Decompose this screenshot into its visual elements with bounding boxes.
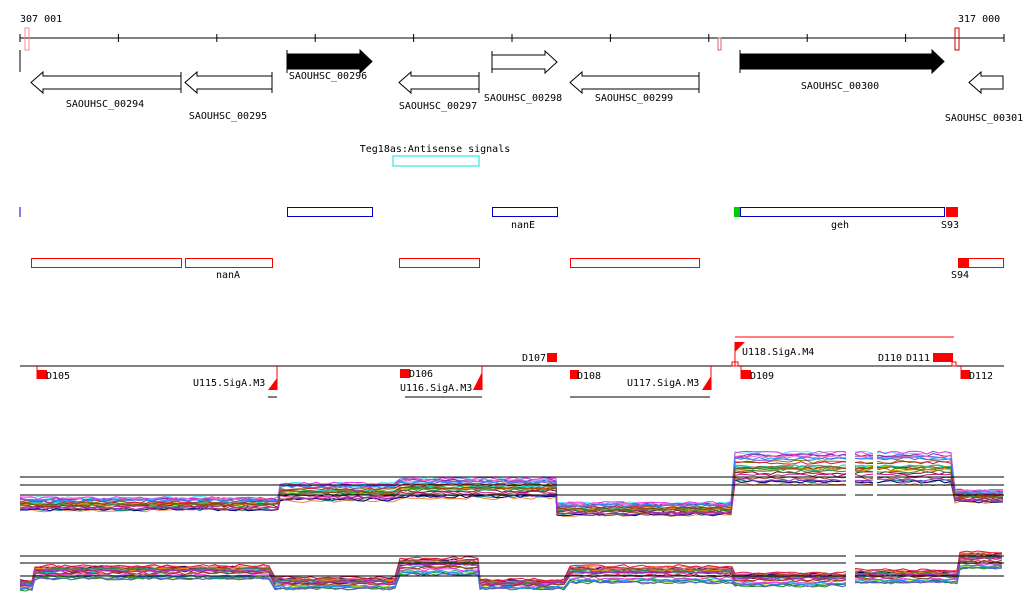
feature-label: geh <box>831 220 849 231</box>
ruler-start-label: 307 001 <box>20 14 62 25</box>
feature-label: nanE <box>511 220 535 231</box>
promoter-U117[interactable]: U117.SigA.M3 <box>570 366 712 398</box>
gene-SAOUHSC_00301[interactable]: SAOUHSC_00301 <box>945 70 1023 124</box>
expression-line <box>19 566 1003 591</box>
feature-label: S94 <box>951 270 969 281</box>
label: U115.SigA.M3 <box>193 378 265 389</box>
terminator-D108[interactable]: D108 <box>570 370 601 382</box>
ruler-end-label: 317 000 <box>958 14 1000 25</box>
expression-line <box>19 467 1004 512</box>
gene-label: SAOUHSC_00299 <box>595 93 673 104</box>
gene-SAOUHSC_00300[interactable]: SAOUHSC_00300 <box>739 48 945 92</box>
terminator-D105[interactable]: D105 <box>36 366 70 382</box>
promoter-U118[interactable]: U118.SigA.M4 <box>731 342 814 367</box>
antisense-feature[interactable] <box>392 155 480 167</box>
label: D108 <box>577 371 601 382</box>
gene-label: SAOUHSC_00298 <box>484 93 562 104</box>
gene-label: SAOUHSC_00297 <box>399 101 477 112</box>
expression-line <box>19 559 1003 587</box>
expression-line <box>19 552 1003 584</box>
label: D112 <box>969 371 993 382</box>
gene-label: SAOUHSC_00296 <box>289 71 367 82</box>
expression-line <box>19 456 1004 508</box>
expression-line <box>19 454 1004 507</box>
feature-label: S93 <box>941 220 959 231</box>
feature-S93[interactable] <box>946 207 958 217</box>
expression-panel-minus <box>19 550 1004 592</box>
antisense-label: Teg18as:Antisense signals <box>360 144 511 155</box>
feature-box[interactable] <box>399 258 480 268</box>
ruler-marker <box>717 37 722 51</box>
plus-feature-track: nanE geh S93 <box>19 207 959 231</box>
label: D105 <box>46 371 70 382</box>
terminator-D106[interactable]: D106 <box>400 369 433 380</box>
gene-track: SAOUHSC_00294 SAOUHSC_00295 SAOUHSC_0029… <box>30 48 1023 124</box>
expression-line <box>19 473 1004 514</box>
label: D111 <box>906 353 930 364</box>
gene-SAOUHSC_00295[interactable]: SAOUHSC_00295 <box>184 70 273 122</box>
antisense-track: Teg18as:Antisense signals <box>360 144 511 167</box>
ruler-marker <box>954 27 960 51</box>
gene-SAOUHSC_00296[interactable]: SAOUHSC_00296 <box>286 48 373 82</box>
label: D110 <box>878 353 902 364</box>
label: U117.SigA.M3 <box>627 378 699 389</box>
terminator-D111[interactable]: D111 <box>906 353 957 367</box>
ruler-marker <box>24 27 30 51</box>
feature-box[interactable] <box>31 258 182 268</box>
gene-SAOUHSC_00294[interactable]: SAOUHSC_00294 <box>30 70 182 110</box>
gene-label: SAOUHSC_00301 <box>945 113 1023 124</box>
feature-nanA[interactable] <box>185 258 273 268</box>
gene-SAOUHSC_00299[interactable]: SAOUHSC_00299 <box>569 70 700 104</box>
terminator-D107[interactable]: D107 <box>522 353 557 364</box>
gene-SAOUHSC_00298[interactable]: SAOUHSC_00298 <box>484 49 562 104</box>
label: D106 <box>409 369 433 380</box>
gene-label: SAOUHSC_00295 <box>189 111 267 122</box>
feature-marker <box>734 207 740 217</box>
label: D107 <box>522 353 546 364</box>
gene-SAOUHSC_00297[interactable]: SAOUHSC_00297 <box>398 70 480 112</box>
ruler: 307 001 317 000 <box>19 14 1005 72</box>
gene-label: SAOUHSC_00300 <box>801 81 879 92</box>
terminator-D110[interactable]: D110 <box>878 353 943 364</box>
expression-line <box>19 465 1004 511</box>
expression-line <box>19 550 1003 582</box>
promoter-U116[interactable]: U116.SigA.M3 <box>400 366 483 398</box>
gene-label: SAOUHSC_00294 <box>66 99 144 110</box>
terminator-D112[interactable]: D112 <box>960 366 993 382</box>
expression-line <box>19 556 1003 586</box>
feature-label: nanA <box>216 270 240 281</box>
feature-nanE[interactable] <box>492 207 558 217</box>
feature-box[interactable] <box>570 258 700 268</box>
expression-panel-plus <box>19 450 1004 518</box>
feature-geh[interactable] <box>740 207 945 217</box>
promoter-track: D105 U115.SigA.M3 D106 U116.SigA.M3 D107… <box>20 336 1004 398</box>
minus-feature-track: nanA S94 <box>31 258 1004 281</box>
label: D109 <box>750 371 774 382</box>
feature-box[interactable] <box>287 207 373 217</box>
promoter-U115[interactable]: U115.SigA.M3 <box>193 366 278 398</box>
terminator-D109[interactable]: D109 <box>740 366 774 382</box>
label: U118.SigA.M4 <box>742 347 814 358</box>
label: U116.SigA.M3 <box>400 383 472 394</box>
